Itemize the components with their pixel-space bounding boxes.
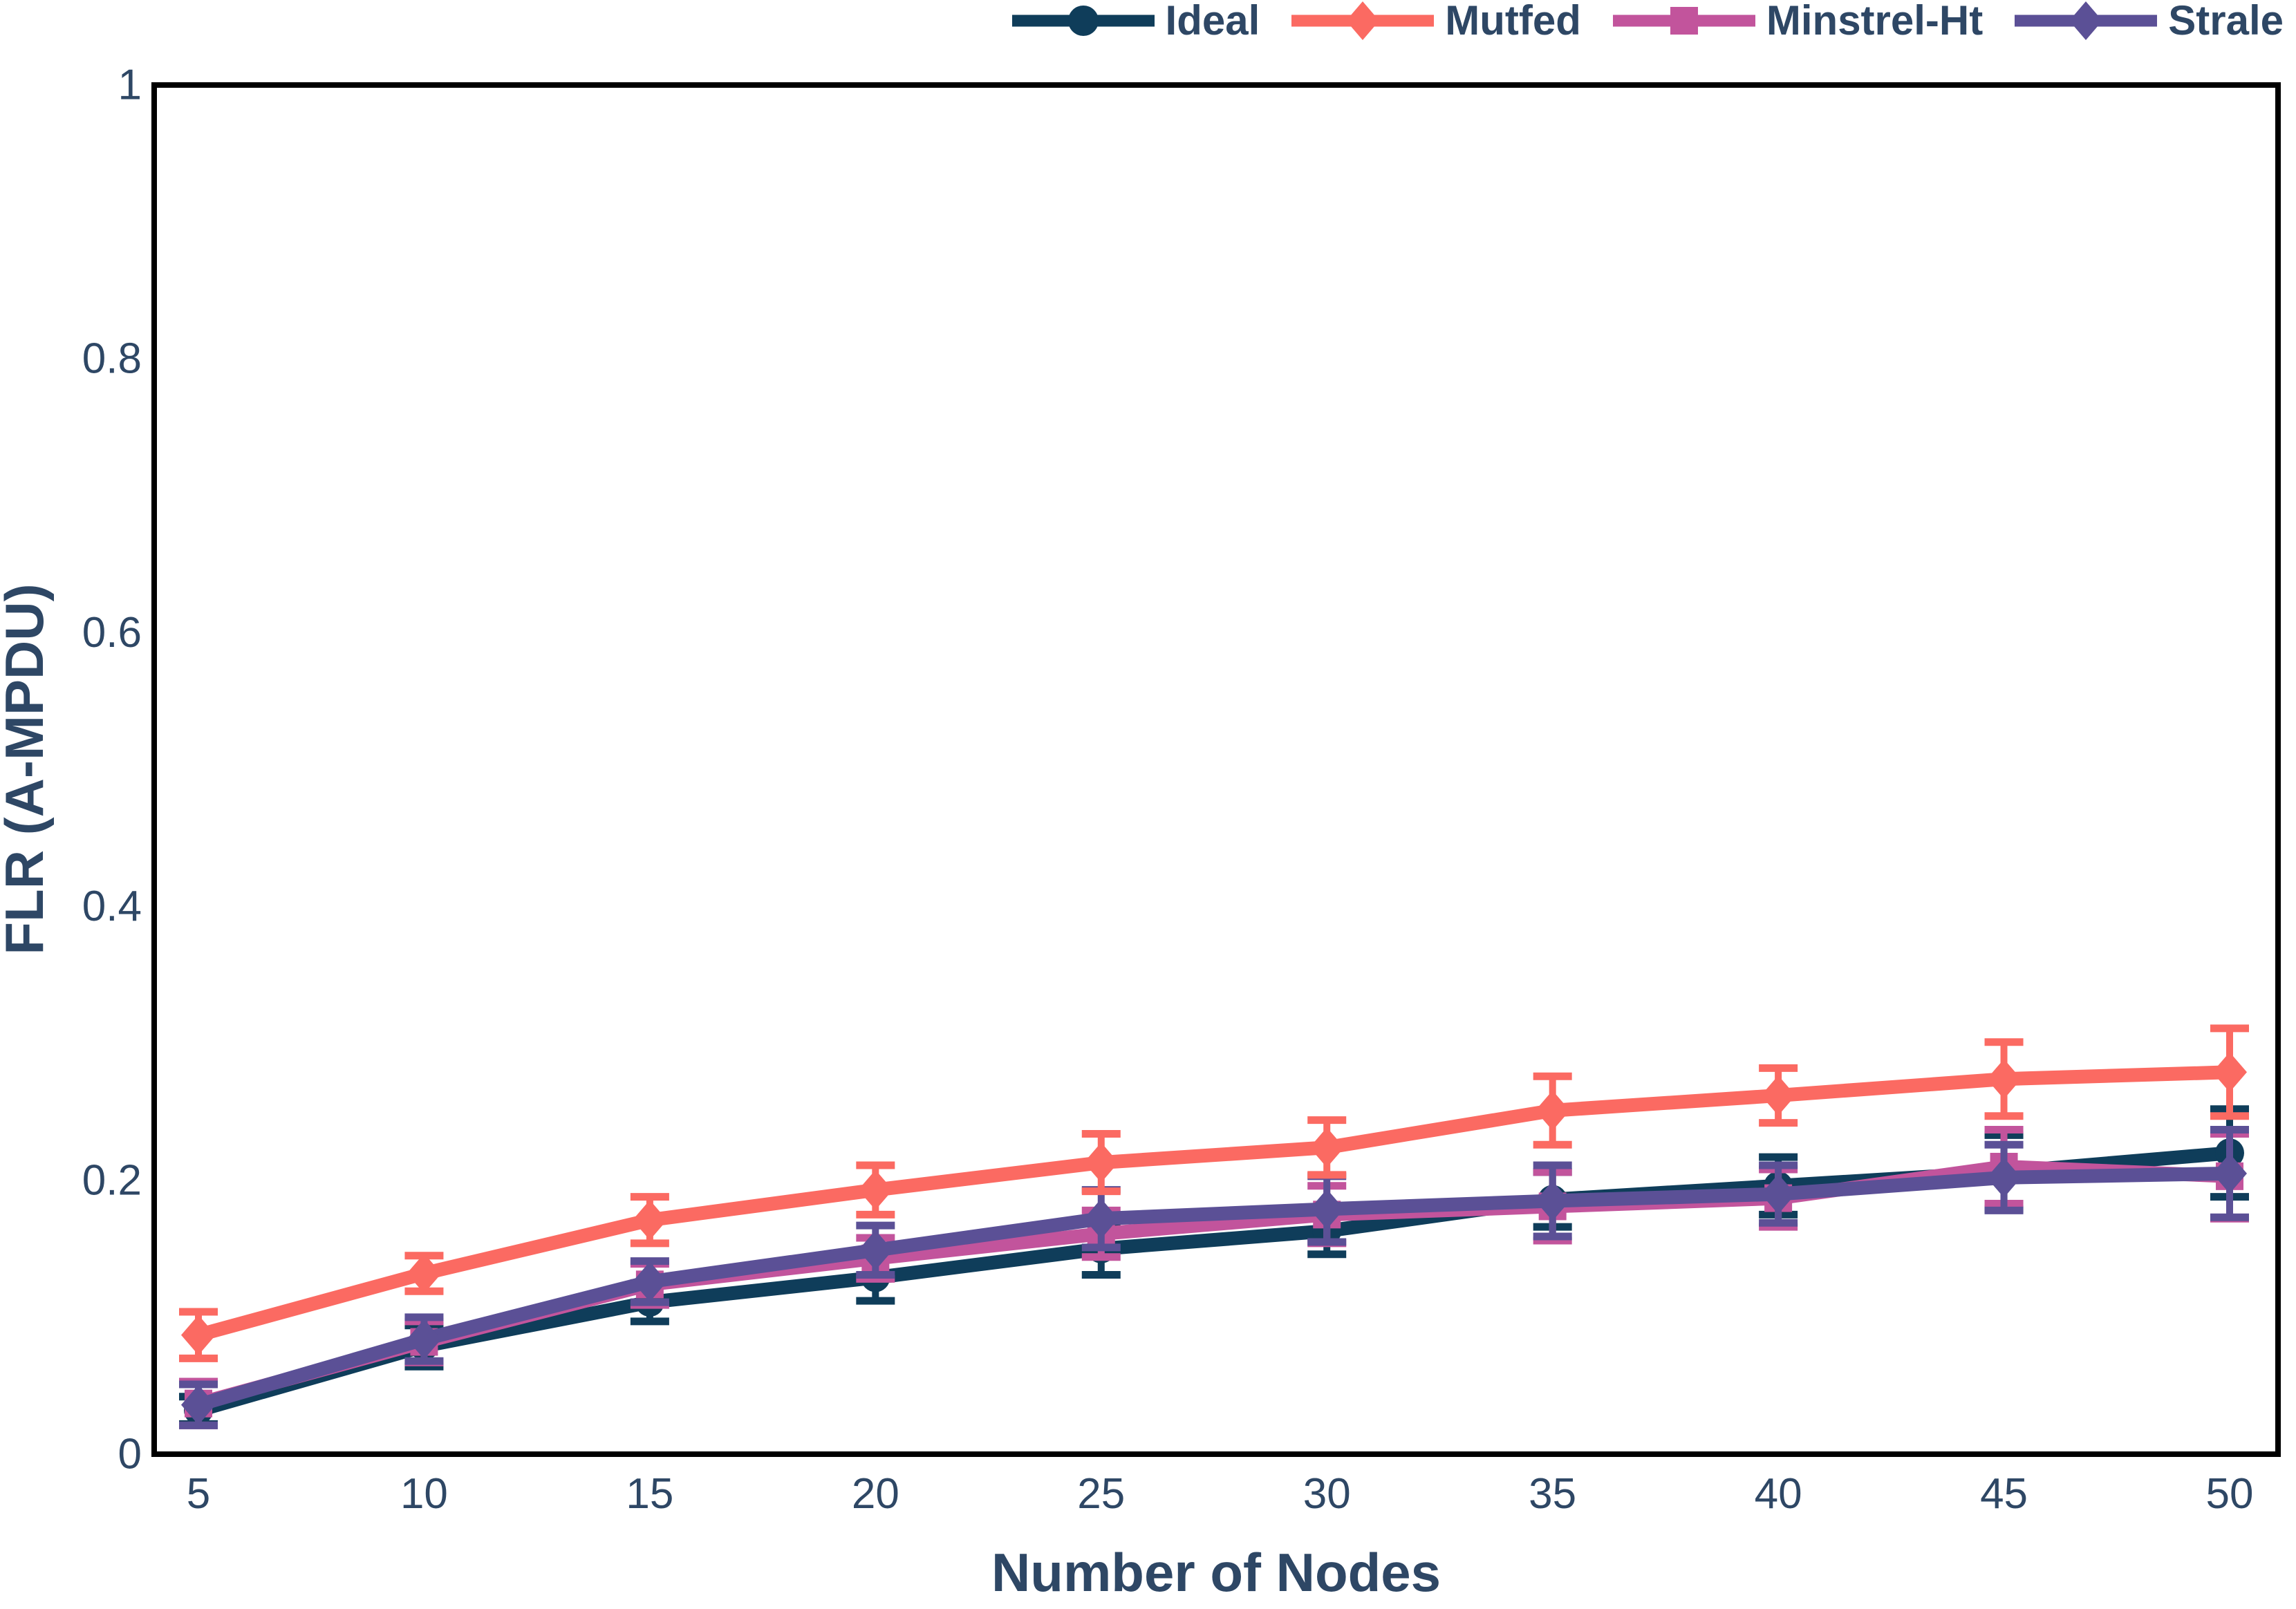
legend-label: Minstrel-Ht bbox=[1766, 0, 1984, 44]
data-point-marker bbox=[1761, 1174, 1796, 1214]
legend-label: Mutfed bbox=[1445, 0, 1581, 44]
x-tick-label: 10 bbox=[400, 1470, 448, 1518]
top-spine bbox=[151, 82, 2281, 88]
legend-marker-diamond-icon bbox=[2015, 1, 2158, 40]
legend-item-minstrel-ht: Minstrel-Ht bbox=[1612, 0, 1984, 44]
data-point-marker bbox=[407, 1319, 442, 1359]
data-point-marker bbox=[1986, 1059, 2022, 1100]
axes-spines bbox=[151, 82, 2281, 1457]
data-point-marker bbox=[632, 1200, 667, 1241]
x-tick-labels: 5 10 15 20 25 30 35 40 45 50 bbox=[187, 1470, 2254, 1518]
data-point-marker bbox=[1309, 1127, 1345, 1168]
data-point-marker bbox=[1535, 1090, 1570, 1131]
data-point-marker bbox=[1083, 1142, 1119, 1183]
data-point-marker bbox=[1309, 1189, 1345, 1230]
x-tick-label: 5 bbox=[187, 1470, 210, 1518]
legend-label: Strale bbox=[2168, 0, 2284, 44]
data-point-marker bbox=[1083, 1198, 1119, 1239]
x-tick-label: 50 bbox=[2206, 1470, 2254, 1518]
data-point-marker bbox=[1535, 1180, 1570, 1221]
x-tick-label: 20 bbox=[852, 1470, 899, 1518]
data-point-marker bbox=[1761, 1075, 1796, 1116]
x-tick-label: 45 bbox=[1980, 1470, 2028, 1518]
y-axis-title: FLR (A-MPDU) bbox=[0, 583, 55, 954]
y-tick-label: 0.2 bbox=[82, 1156, 142, 1204]
y-tick-label: 0.8 bbox=[82, 335, 142, 383]
y-tick-labels: 0 0.2 0.4 0.6 0.8 1 bbox=[82, 62, 142, 1478]
series-layer bbox=[179, 1024, 2249, 1429]
data-point-marker bbox=[632, 1261, 667, 1302]
data-point-marker bbox=[2212, 1052, 2247, 1093]
legend-item-strale: Strale bbox=[2015, 0, 2284, 41]
data-point-marker bbox=[858, 1169, 893, 1210]
series-minstrel-ht bbox=[179, 1126, 2249, 1429]
right-spine bbox=[2275, 82, 2281, 1457]
legend-label: Ideal bbox=[1165, 0, 1260, 44]
x-tick-label: 40 bbox=[1755, 1470, 1802, 1518]
data-point-marker bbox=[181, 1384, 216, 1425]
x-tick-label: 35 bbox=[1529, 1470, 1576, 1518]
data-point-marker bbox=[858, 1230, 893, 1270]
data-point-marker bbox=[407, 1253, 442, 1294]
x-tick-label: 30 bbox=[1303, 1470, 1351, 1518]
legend-marker-diamond-icon bbox=[1291, 1, 1435, 40]
legend-marker-circle-icon bbox=[1011, 6, 1155, 36]
left-spine bbox=[151, 82, 157, 1457]
bottom-spine bbox=[151, 1451, 2281, 1457]
x-tick-label: 25 bbox=[1077, 1470, 1125, 1518]
legend: Ideal Mutfed Minstrel-Ht Strale bbox=[1011, 0, 2284, 44]
legend-item-mutfed: Mutfed bbox=[1291, 0, 1581, 41]
series-mutfed bbox=[179, 1024, 2249, 1362]
y-tick-label: 0.4 bbox=[82, 883, 142, 930]
y-tick-label: 0 bbox=[118, 1431, 142, 1478]
legend-item-ideal: Ideal bbox=[1011, 0, 1260, 44]
legend-marker-square-icon bbox=[1612, 7, 1755, 35]
data-point-marker bbox=[2212, 1153, 2247, 1194]
x-axis-title: Number of Nodes bbox=[991, 1542, 1441, 1603]
y-tick-label: 1 bbox=[118, 62, 142, 109]
y-tick-label: 0.6 bbox=[82, 609, 142, 657]
x-tick-label: 15 bbox=[626, 1470, 673, 1518]
data-point-marker bbox=[1986, 1157, 2022, 1198]
data-point-marker bbox=[181, 1315, 216, 1355]
